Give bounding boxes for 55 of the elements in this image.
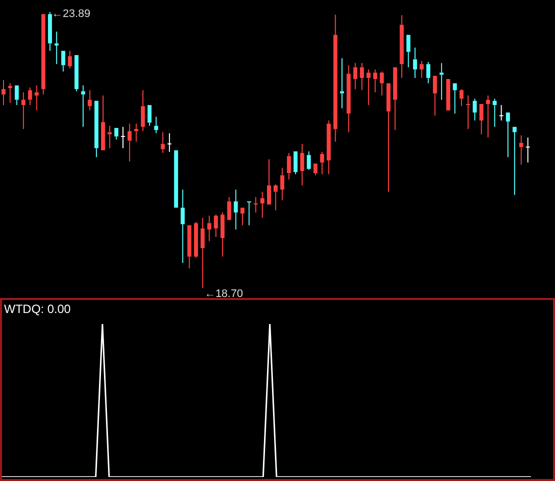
candlestick	[128, 123, 132, 162]
candlestick	[326, 120, 331, 175]
candlestick	[260, 191, 264, 218]
candlestick	[28, 87, 32, 106]
candlestick	[140, 90, 145, 132]
candlestick	[300, 143, 304, 186]
candlestick	[214, 214, 218, 238]
candlestick	[88, 90, 92, 111]
candlestick	[360, 62, 364, 91]
candlestick	[440, 62, 444, 100]
candlestick	[274, 184, 278, 211]
annotation: ←23.89	[52, 8, 90, 20]
candlestick	[466, 94, 470, 130]
candlestick	[2, 80, 6, 106]
candlestick	[519, 134, 524, 166]
candlestick	[167, 132, 172, 152]
candlestick	[108, 125, 112, 149]
candlestick	[333, 14, 338, 142]
candlestick	[8, 82, 12, 104]
candlestick	[134, 123, 138, 142]
candlestick	[366, 68, 371, 106]
candlestick	[380, 71, 384, 96]
candlestick	[280, 167, 284, 201]
candlestick	[48, 12, 52, 52]
candlestick	[492, 98, 497, 128]
candlestick	[180, 189, 185, 264]
candlestick	[54, 31, 59, 65]
candlestick	[306, 150, 311, 170]
candlestick	[486, 94, 490, 138]
candlestick	[413, 47, 418, 78]
candlestick	[286, 152, 291, 180]
candlestick	[120, 126, 125, 149]
candlestick	[353, 62, 358, 90]
chart-title: WTDQ: 0.00	[4, 302, 71, 316]
candlestick	[526, 137, 530, 163]
candlestick	[499, 104, 504, 121]
candlestick	[254, 196, 258, 213]
candlestick	[21, 92, 26, 130]
candlestick	[459, 88, 464, 107]
candlestick	[200, 217, 205, 288]
candlestick	[154, 116, 158, 134]
candlestick	[234, 189, 238, 230]
candlestick	[81, 84, 86, 128]
candlestick	[160, 132, 165, 154]
candlestick	[373, 68, 378, 93]
candlestick	[420, 60, 424, 78]
candlestick	[340, 58, 344, 109]
candlestick	[68, 50, 72, 69]
candlestick	[400, 14, 404, 78]
candlestick	[194, 222, 198, 258]
candlestick	[207, 215, 212, 242]
candlestick	[472, 98, 477, 121]
candlestick	[34, 84, 39, 111]
candlestick	[346, 64, 351, 133]
annotation: ←18.70	[204, 288, 243, 300]
